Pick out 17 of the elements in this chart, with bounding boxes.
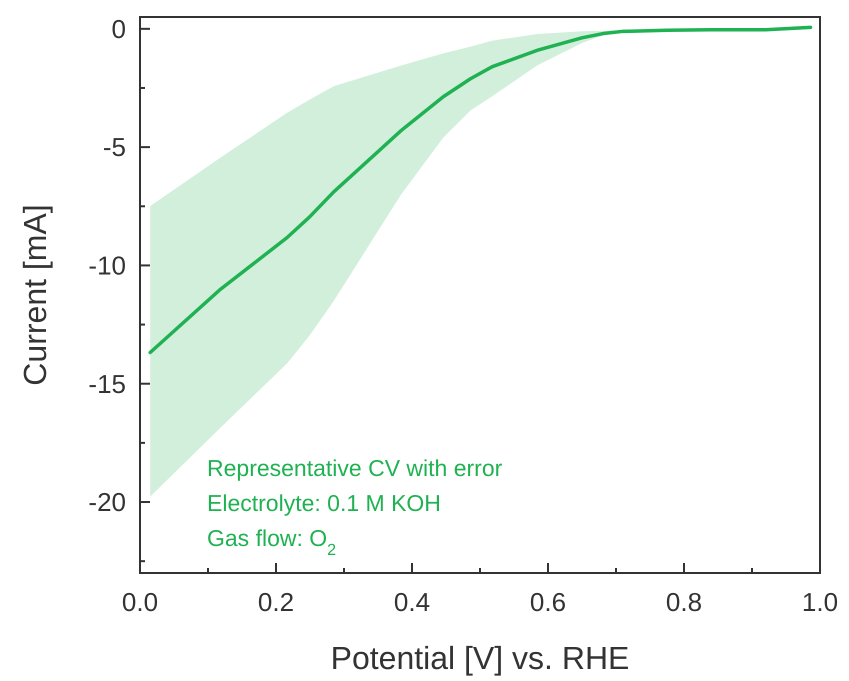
x-tick-label: 1.0 <box>802 587 838 617</box>
x-tick-label: 0.4 <box>394 587 430 617</box>
annotation: Representative CV with error <box>207 455 503 481</box>
x-axis-title: Potential [V] vs. RHE <box>330 640 630 676</box>
x-tick-label: 0.6 <box>530 587 566 617</box>
x-tick-label: 0.2 <box>258 587 294 617</box>
annotation: Gas flow: O$_{2}$ <box>207 525 336 559</box>
x-tick-label: 0.0 <box>122 587 158 617</box>
y-axis-title: Current [mA] <box>17 204 53 386</box>
y-tick-label: -10 <box>88 250 126 281</box>
y-tick-label: 0 <box>112 14 126 44</box>
annotation: Electrolyte: 0.1 M KOH <box>207 490 441 516</box>
y-tick-label: -15 <box>88 368 126 399</box>
x-tick-label: 0.8 <box>666 587 702 617</box>
y-tick-label: -20 <box>88 487 126 518</box>
y-tick-label: -5 <box>102 132 126 162</box>
line-series <box>148 26 812 354</box>
